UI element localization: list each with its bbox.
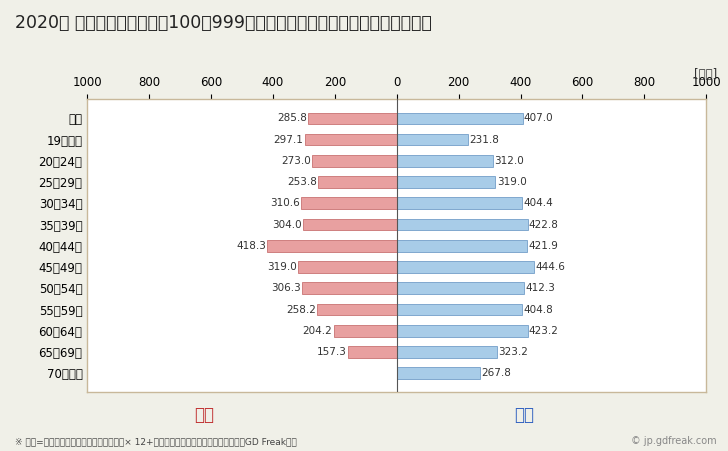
Bar [309, 113, 397, 124]
Text: 418.3: 418.3 [236, 241, 266, 251]
Text: 297.1: 297.1 [274, 134, 304, 145]
Bar [397, 198, 522, 209]
Bar [397, 346, 496, 358]
Text: 267.8: 267.8 [481, 368, 511, 378]
Bar [318, 176, 397, 188]
Bar [303, 219, 397, 230]
Text: 404.8: 404.8 [523, 304, 553, 314]
Bar [298, 261, 397, 273]
Text: 306.3: 306.3 [271, 283, 301, 293]
Text: 304.0: 304.0 [272, 220, 301, 230]
Text: 男性: 男性 [514, 406, 534, 424]
Bar [312, 155, 397, 167]
Text: 女性: 女性 [194, 406, 214, 424]
Text: 310.6: 310.6 [269, 198, 299, 208]
Bar [397, 325, 528, 336]
Text: 412.3: 412.3 [526, 283, 555, 293]
Bar [397, 134, 469, 146]
Text: 204.2: 204.2 [303, 326, 333, 336]
Bar [397, 261, 534, 273]
Bar [397, 368, 480, 379]
Text: 231.8: 231.8 [470, 134, 499, 145]
Bar [397, 282, 524, 294]
Text: 319.0: 319.0 [267, 262, 297, 272]
Bar [397, 155, 494, 167]
Bar [317, 304, 397, 315]
Bar [397, 176, 496, 188]
Text: 319.0: 319.0 [496, 177, 526, 187]
Bar [333, 325, 397, 336]
Text: 323.2: 323.2 [498, 347, 528, 357]
Text: 285.8: 285.8 [277, 113, 307, 124]
Text: 404.4: 404.4 [523, 198, 553, 208]
Text: 273.0: 273.0 [281, 156, 311, 166]
Bar [397, 304, 522, 315]
Text: 312.0: 312.0 [494, 156, 524, 166]
Text: 422.8: 422.8 [529, 220, 558, 230]
Bar [305, 134, 397, 146]
Bar [397, 219, 528, 230]
Text: 2020年 民間企業（従業者数100～999人）フルタイム労働者の男女別平均年収: 2020年 民間企業（従業者数100～999人）フルタイム労働者の男女別平均年収 [15, 14, 431, 32]
Bar [267, 240, 397, 252]
Text: ※ 年収=「きまって支給する現金給与額」× 12+「年間賞与その他特別給与額」としてGD Freak推計: ※ 年収=「きまって支給する現金給与額」× 12+「年間賞与その他特別給与額」と… [15, 437, 296, 446]
Text: 407.0: 407.0 [524, 113, 553, 124]
Text: 421.9: 421.9 [529, 241, 558, 251]
Text: 253.8: 253.8 [287, 177, 317, 187]
Bar [302, 282, 397, 294]
Text: © jp.gdfreak.com: © jp.gdfreak.com [631, 437, 717, 446]
Text: 444.6: 444.6 [536, 262, 566, 272]
Text: 258.2: 258.2 [286, 304, 316, 314]
Text: 157.3: 157.3 [317, 347, 347, 357]
Bar [397, 240, 527, 252]
Text: 423.2: 423.2 [529, 326, 559, 336]
Bar [301, 198, 397, 209]
Text: [万円]: [万円] [694, 68, 717, 81]
Bar [348, 346, 397, 358]
Bar [397, 113, 523, 124]
